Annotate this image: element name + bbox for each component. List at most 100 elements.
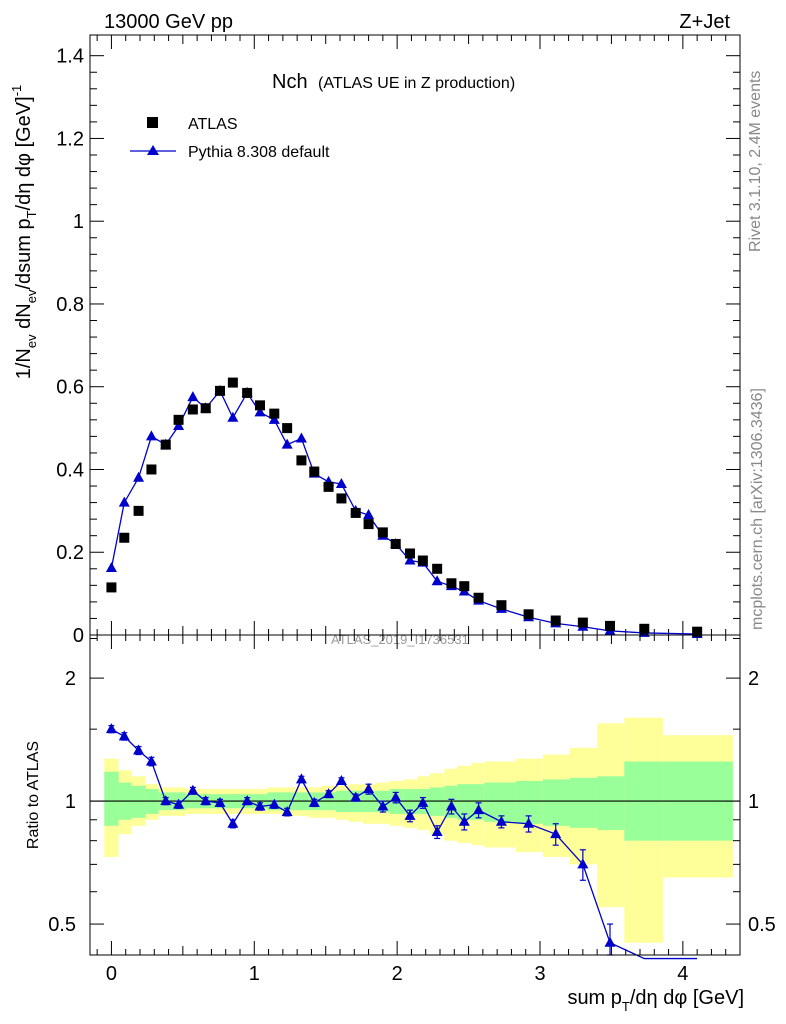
ratio-mc-point	[495, 815, 507, 826]
mc-point	[133, 471, 145, 482]
ratio-y-tick-label-right: 1	[748, 791, 759, 813]
ratio-data	[105, 723, 698, 960]
ratio-mc-point	[577, 858, 589, 869]
atlas-point	[119, 532, 130, 543]
atlas-point	[417, 555, 428, 566]
atlas-point	[173, 414, 184, 425]
atlas-point	[446, 578, 457, 589]
atlas-point	[323, 481, 334, 492]
ratio-y-tick-label: 0.5	[48, 914, 76, 936]
plot-title-sub: (ATLAS UE in Z production)	[318, 75, 515, 92]
ratio-panel: 0.5 0.5 1 1 2 2 0 1 2 3 4	[48, 634, 776, 985]
main-y-tick-labels: 0 0.2 0.4 0.6 0.8 1 1.2 1.4	[56, 46, 84, 647]
watermark: ATLAS_2019_I1736531	[331, 632, 469, 647]
ratio-mc-point	[133, 744, 145, 755]
main-y-tick-label: 1.4	[56, 46, 84, 68]
atlas-point	[133, 505, 144, 516]
atlas-point	[227, 377, 238, 388]
ratio-mc-point	[187, 784, 199, 795]
mc-point	[404, 554, 416, 565]
x-tick-label: 0	[106, 963, 117, 985]
mc-point	[363, 509, 375, 519]
atlas-point	[473, 592, 484, 603]
mc-point	[431, 575, 443, 586]
ratio-mc-point	[417, 796, 429, 807]
ratio-mc-point	[241, 795, 253, 806]
atlas-point	[269, 408, 280, 419]
ratio-mc-point	[523, 817, 535, 828]
ratio-mc-point	[227, 817, 239, 828]
legend: ATLAS Pythia 8.308 default	[130, 116, 330, 161]
mc-series-line	[110, 389, 698, 635]
x-tick-label: 1	[249, 963, 260, 985]
band-inner	[457, 784, 472, 820]
ratio-mc-point	[604, 936, 616, 947]
mcplots-label: mcplots.cern.ch [arXiv:1306.3436]	[749, 388, 766, 630]
ratio-mc-point	[281, 806, 293, 817]
atlas-point	[296, 455, 307, 466]
atlas-point	[577, 617, 588, 628]
x-axis-label: sum pT/dη dφ [GeV]	[567, 987, 744, 1014]
atlas-point	[363, 519, 374, 530]
ratio-y-tick-labels: 0.5 0.5 1 1 2 2	[48, 668, 776, 936]
ratio-mc-point	[431, 826, 443, 837]
legend-data-marker	[147, 117, 158, 128]
mc-point	[187, 391, 199, 402]
main-y-tick-label: 0.4	[56, 459, 84, 481]
mc-point	[173, 420, 185, 431]
atlas-point	[639, 623, 650, 634]
ratio-mc-point	[363, 783, 375, 794]
ratio-y-tick-label: 2	[65, 668, 76, 690]
y-axis-label-ratio: Ratio to ATLAS	[25, 741, 42, 849]
ratio-mc-point	[550, 828, 562, 839]
atlas-point	[215, 385, 225, 396]
ratio-mc-point	[445, 800, 457, 811]
ratio-mc-point	[308, 796, 320, 807]
main-y-tick-label: 0.8	[56, 294, 84, 316]
ratio-mc-point	[335, 774, 347, 785]
atlas-point	[160, 439, 171, 450]
atlas-point	[309, 466, 320, 477]
atlas-point	[405, 548, 415, 559]
mc-point	[145, 430, 157, 441]
main-y-tick-label: 0.6	[56, 377, 84, 399]
atlas-point	[459, 581, 470, 592]
atlas-point	[282, 423, 293, 434]
atlas-point	[432, 563, 443, 574]
atlas-point	[605, 620, 615, 631]
atlas-point	[350, 507, 361, 518]
ratio-y-tick-label-right: 0.5	[748, 914, 776, 936]
x-tick-label: 2	[392, 963, 403, 985]
band-inner	[570, 777, 598, 828]
x-tick-label: 4	[677, 963, 688, 985]
ratio-mc-point	[404, 809, 416, 820]
atlas-point	[187, 404, 198, 415]
mc-point	[335, 477, 347, 488]
ratio-mc-point	[268, 798, 280, 809]
ratio-mc-point	[118, 730, 130, 741]
ratio-mc-point	[160, 795, 172, 806]
band-inner	[542, 779, 570, 826]
header-left: 13000 GeV pp	[104, 11, 233, 33]
mc-point	[268, 413, 280, 424]
main-panel: ATLAS_2019_I1736531 0 0.2 0.4 0.6 0.8 1 1.2 1.4	[56, 34, 741, 647]
ratio-ticks	[90, 635, 740, 955]
ratio-frame	[89, 634, 741, 956]
plot-title-main: Nch	[272, 71, 308, 93]
main-data	[105, 377, 703, 638]
mc-point	[118, 496, 130, 507]
ratio-uncertainty-bands	[104, 717, 733, 943]
ratio-mc-point	[473, 804, 485, 815]
atlas-point	[377, 527, 388, 538]
legend-mc-label: Pythia 8.308 default	[188, 144, 330, 161]
ratio-mc-point	[214, 796, 226, 807]
main-y-tick-label: 0.2	[56, 542, 84, 564]
band-inner	[515, 780, 543, 824]
main-y-tick-label: 1.2	[56, 128, 84, 150]
ratio-mc-point	[145, 755, 157, 766]
atlas-point	[336, 493, 347, 504]
atlas-point	[692, 626, 703, 637]
atlas-point	[255, 400, 265, 411]
header-right: Z+Jet	[679, 11, 730, 33]
atlas-point	[106, 582, 117, 593]
